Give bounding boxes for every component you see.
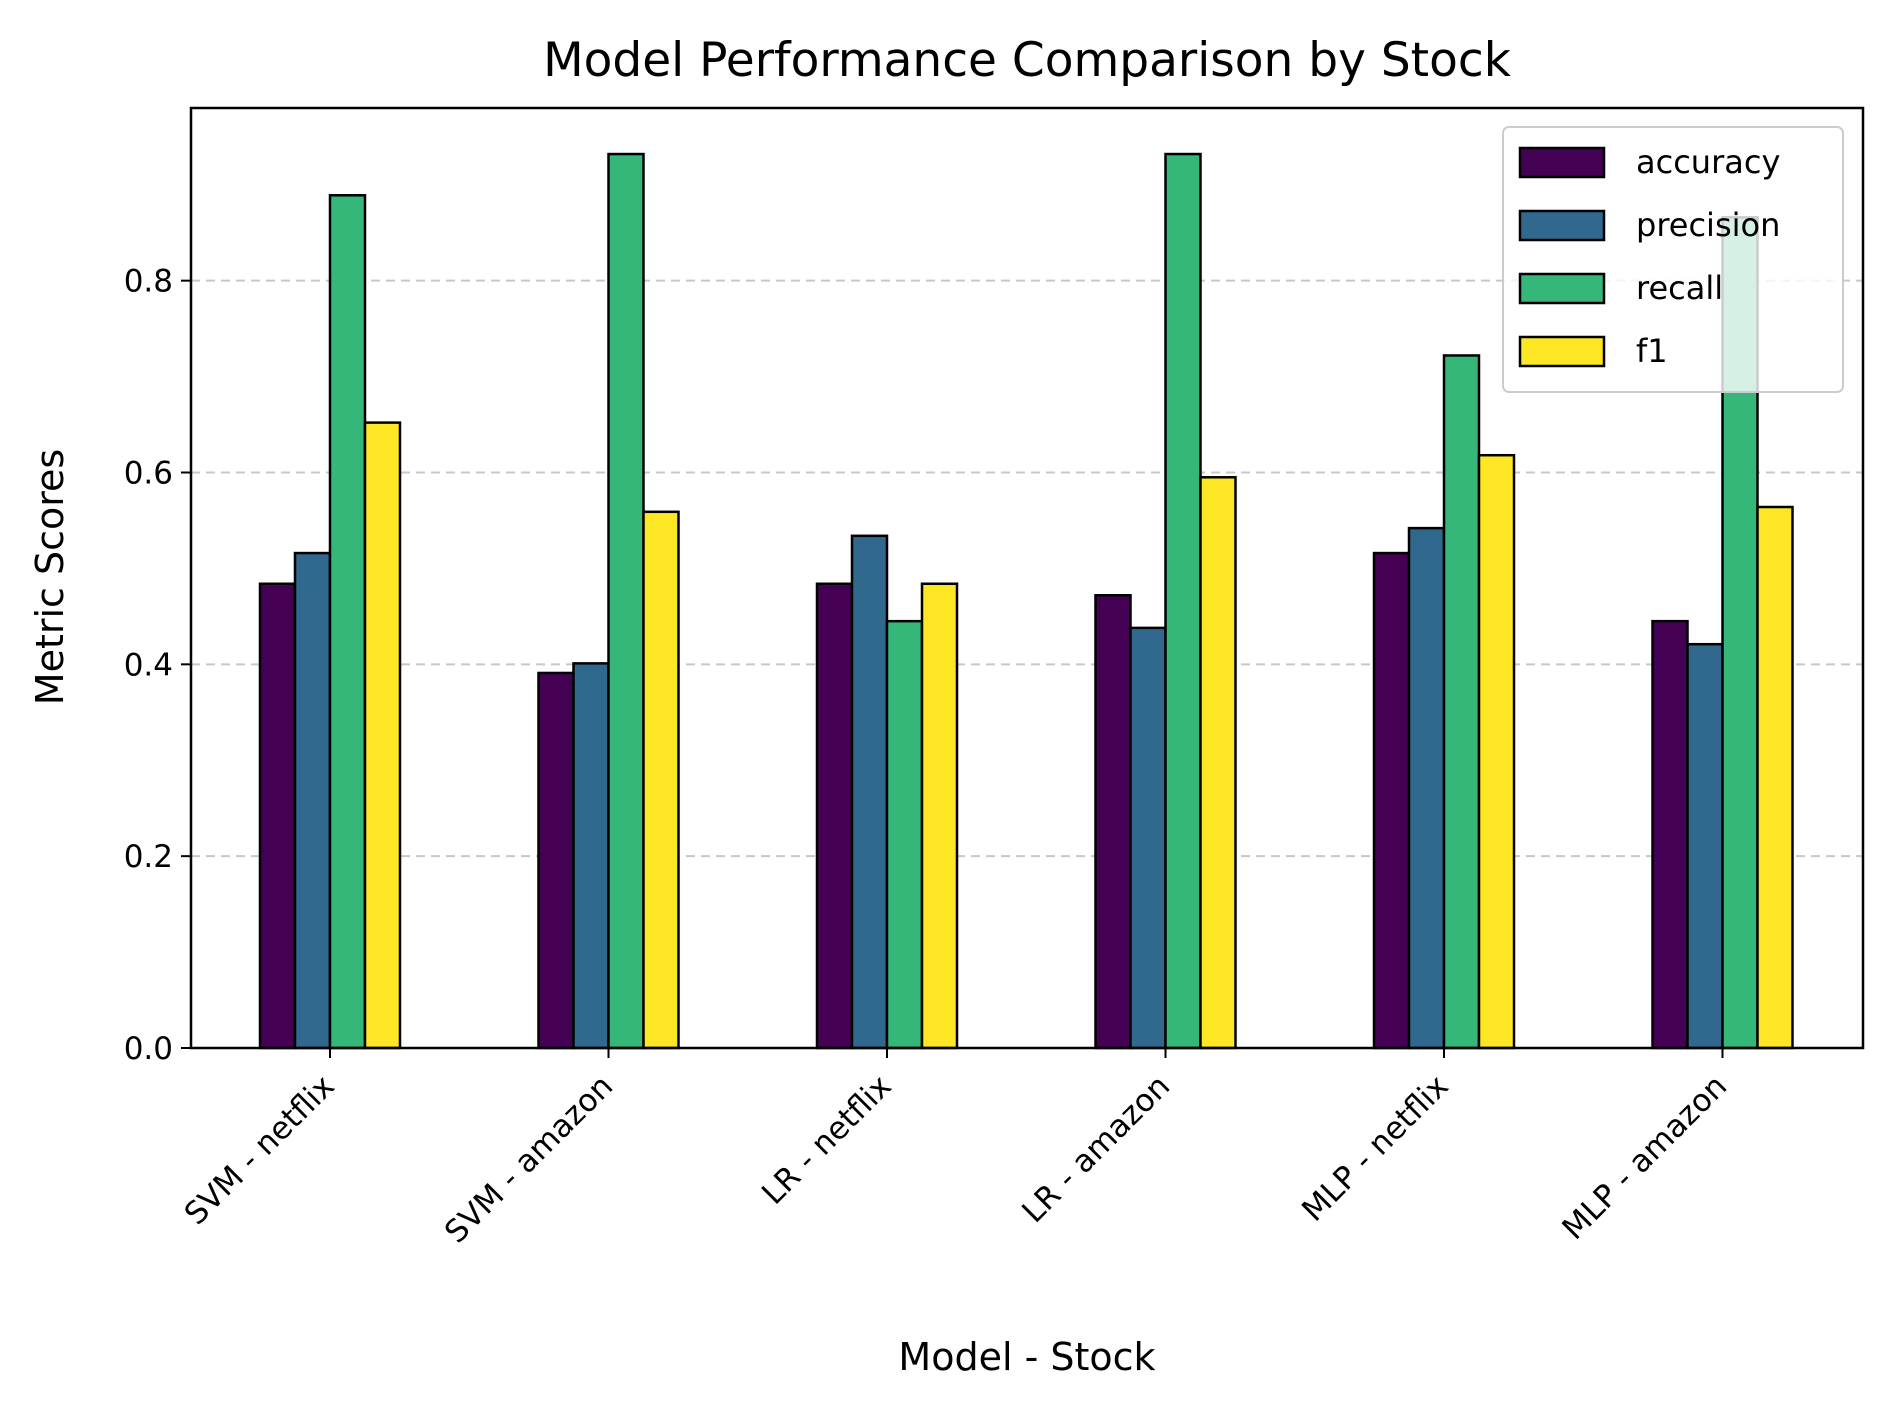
bar-recall (1164, 152, 1202, 1050)
bar-precision (850, 534, 889, 1050)
bar-accuracy (1651, 619, 1689, 1050)
x-ticks: SVM - netflix SVM - amazon LR - netflix LR … (178, 1048, 1734, 1250)
chart-title: Model Performance Comparison by Stock (543, 33, 1512, 88)
y-tick-label: 0.0 (124, 1031, 173, 1067)
bar-precision (1686, 642, 1724, 1050)
bar-recall (1442, 354, 1481, 1050)
legend-label: precision (1636, 206, 1780, 244)
y-axis-label: Metric Scores (28, 449, 72, 705)
bar-accuracy (815, 582, 854, 1050)
y-tick-label: 0.4 (124, 647, 173, 683)
x-tick-label: LR - amazon (1015, 1068, 1177, 1230)
y-tick-label: 0.6 (124, 455, 173, 491)
bar-recall (328, 194, 367, 1050)
bar-precision (1407, 526, 1446, 1050)
y-tick-label: 0.2 (124, 839, 173, 875)
legend-label: recall (1636, 269, 1723, 307)
bar-f1 (1477, 453, 1516, 1050)
x-tick-label: MLP - amazon (1555, 1068, 1734, 1247)
legend-swatch (1518, 146, 1606, 179)
x-axis-label: Model - Stock (898, 1335, 1155, 1379)
bar-accuracy (1094, 594, 1132, 1050)
bar-f1 (363, 421, 402, 1050)
legend-label: accuracy (1636, 143, 1780, 181)
legend-swatch (1518, 335, 1606, 368)
bar-f1 (642, 510, 680, 1050)
x-tick-label: LR - netflix (755, 1068, 899, 1212)
legend-label: f1 (1636, 332, 1668, 370)
x-tick-label: SVM - netflix (178, 1068, 342, 1232)
bar-recall (607, 152, 645, 1050)
bar-f1 (920, 582, 959, 1050)
y-tick-label: 0.8 (124, 264, 173, 300)
x-tick-label: MLP - netflix (1295, 1068, 1455, 1228)
legend-box (1502, 126, 1844, 393)
grid-lines (191, 279, 1863, 858)
bar-f1 (1756, 505, 1794, 1050)
bar-precision (572, 662, 610, 1050)
plot-frame (189, 106, 1865, 1050)
legend: accuracy precision recall f1 (1502, 126, 1844, 393)
legend-swatch (1518, 272, 1606, 305)
y-ticks: 0.0 0.2 0.4 0.6 0.8 (124, 264, 191, 1067)
bar-accuracy (537, 671, 575, 1050)
x-tick-label: SVM - amazon (438, 1068, 620, 1250)
bar-precision (1129, 626, 1167, 1050)
bar-recall (885, 619, 924, 1050)
bar-accuracy (258, 582, 297, 1050)
bar-f1 (1199, 476, 1237, 1050)
bar-precision (293, 551, 332, 1050)
legend-swatch (1518, 209, 1606, 242)
bar-accuracy (1372, 551, 1411, 1050)
